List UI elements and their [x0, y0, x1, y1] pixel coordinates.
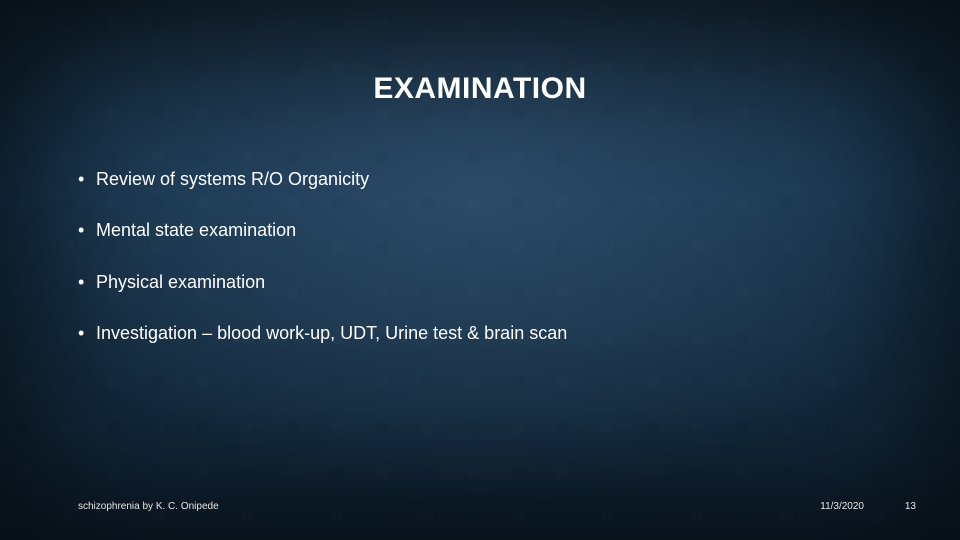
slide-title: EXAMINATION — [0, 72, 960, 106]
bullet-item: Review of systems R/O Organicity — [78, 168, 880, 191]
footer-page-number: 13 — [905, 501, 916, 512]
footer-date: 11/3/2020 — [820, 501, 864, 512]
bullet-list: Review of systems R/O Organicity Mental … — [78, 168, 880, 374]
footer-author: schizophrenia by K. C. Onipede — [78, 501, 219, 512]
bullet-item: Mental state examination — [78, 219, 880, 242]
slide: EXAMINATION Review of systems R/O Organi… — [0, 0, 960, 540]
bullet-item: Physical examination — [78, 271, 880, 294]
bullet-item: Investigation – blood work-up, UDT, Urin… — [78, 322, 880, 345]
